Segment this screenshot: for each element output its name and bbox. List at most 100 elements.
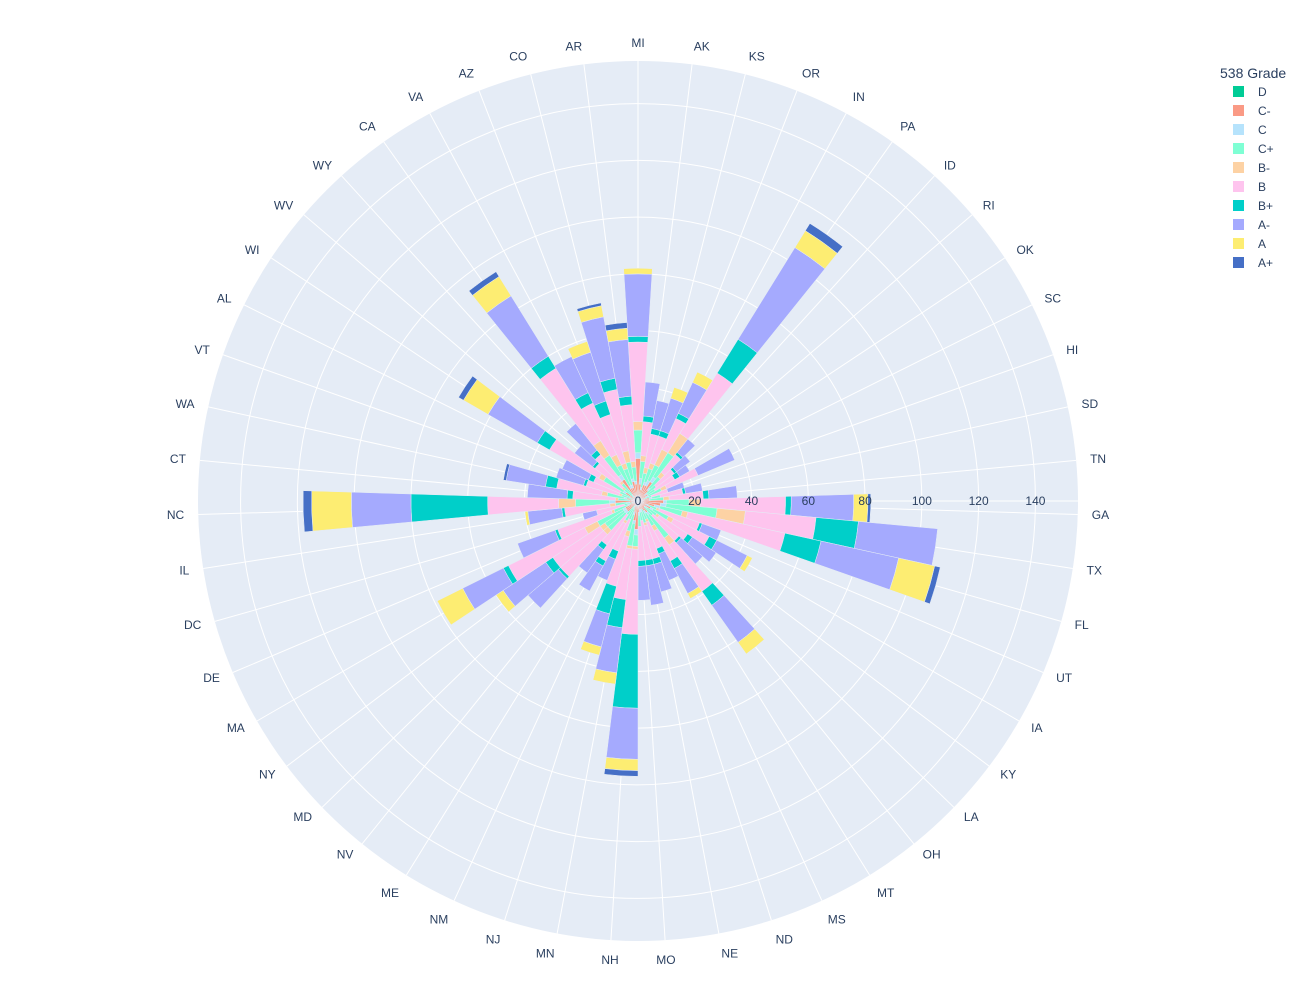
state-label: ID bbox=[944, 158, 956, 172]
state-label: AK bbox=[694, 39, 710, 53]
state-label: VA bbox=[408, 90, 423, 104]
state-label: WV bbox=[274, 199, 293, 213]
legend-swatch bbox=[1233, 257, 1244, 268]
state-label: TX bbox=[1087, 564, 1102, 578]
legend-label: A bbox=[1258, 237, 1266, 251]
state-label: MO bbox=[656, 953, 675, 967]
bar-segment bbox=[687, 536, 717, 563]
angular-gridline bbox=[637, 214, 973, 502]
state-label: NY bbox=[259, 768, 276, 782]
radial-tick-label: 100 bbox=[912, 494, 932, 508]
legend-swatch bbox=[1233, 105, 1244, 116]
bar-segment bbox=[637, 559, 647, 567]
state-label: NE bbox=[721, 946, 738, 960]
bar-segment bbox=[662, 495, 670, 501]
bar-segment bbox=[351, 491, 413, 528]
state-label: OK bbox=[1016, 243, 1033, 257]
state-label: TN bbox=[1090, 452, 1106, 466]
radial-tick-label: 80 bbox=[858, 494, 872, 508]
state-label: KS bbox=[749, 50, 765, 64]
legend-swatch bbox=[1233, 200, 1244, 211]
state-label: RI bbox=[983, 199, 995, 213]
bar-segment bbox=[609, 499, 616, 504]
bar-segment bbox=[676, 438, 696, 458]
state-label: AR bbox=[566, 39, 583, 53]
legend-swatch bbox=[1233, 181, 1244, 192]
bar-segment bbox=[576, 302, 602, 312]
bar-segment bbox=[702, 489, 710, 500]
radial-tick-label: 60 bbox=[802, 494, 816, 508]
bar-segment bbox=[468, 271, 500, 296]
bar-segment bbox=[687, 586, 703, 599]
bar-segment bbox=[627, 336, 649, 343]
state-label: IA bbox=[1031, 721, 1042, 735]
state-label: KY bbox=[1000, 768, 1016, 782]
state-label: NJ bbox=[486, 933, 501, 947]
state-label: CO bbox=[509, 50, 527, 64]
state-label: ME bbox=[381, 886, 399, 900]
state-label: VT bbox=[194, 343, 210, 357]
bar-segment bbox=[618, 395, 633, 407]
state-label: DC bbox=[184, 618, 202, 632]
state-label: LA bbox=[964, 810, 979, 824]
legend-label: A+ bbox=[1258, 256, 1273, 270]
bar-segment bbox=[555, 467, 587, 486]
legend-swatch bbox=[1233, 86, 1244, 97]
bar-segment bbox=[578, 560, 604, 592]
state-label: ND bbox=[776, 933, 794, 947]
state-label: NM bbox=[430, 912, 449, 926]
bar-segment bbox=[558, 498, 577, 509]
angular-gridline bbox=[637, 257, 1006, 502]
state-label: NV bbox=[337, 848, 354, 862]
state-label: MN bbox=[536, 946, 555, 960]
legend-swatch bbox=[1233, 124, 1244, 135]
bar-segment bbox=[458, 375, 478, 401]
bar-segment bbox=[623, 273, 653, 337]
legend-title: 538 Grade bbox=[1220, 65, 1286, 81]
state-axis-labels: MI AK KS OR IN PA ID RI OK SC HI SD TN GA TX FL UT IA KY LA… bbox=[167, 36, 1109, 967]
bar-segment bbox=[805, 223, 844, 254]
legend-label: B+ bbox=[1258, 199, 1273, 213]
bar-segment bbox=[642, 381, 661, 418]
state-label: PA bbox=[900, 119, 915, 133]
state-label: DE bbox=[203, 671, 220, 685]
state-label: SD bbox=[1081, 397, 1098, 411]
radial-tick-label: 40 bbox=[745, 494, 759, 508]
state-label: MA bbox=[227, 721, 245, 735]
state-label: SC bbox=[1044, 292, 1061, 306]
state-label: UT bbox=[1056, 671, 1073, 685]
state-label: MS bbox=[828, 912, 846, 926]
angular-gridline bbox=[214, 500, 639, 622]
bar-segment bbox=[592, 668, 617, 685]
state-label: HI bbox=[1066, 343, 1078, 357]
bar-segment bbox=[637, 511, 641, 516]
state-label: GA bbox=[1092, 508, 1109, 522]
legend-label: C+ bbox=[1258, 142, 1274, 156]
radial-tick-label: 120 bbox=[969, 494, 989, 508]
state-label: IN bbox=[853, 90, 865, 104]
state-label: MI bbox=[631, 36, 644, 50]
legend-label: A- bbox=[1258, 218, 1270, 232]
state-label: AZ bbox=[459, 67, 474, 81]
legend-label: D bbox=[1258, 85, 1267, 99]
bar-segment bbox=[436, 587, 476, 626]
state-label: FL bbox=[1075, 618, 1089, 632]
angular-gridline bbox=[637, 406, 1068, 502]
legend-swatch bbox=[1233, 143, 1244, 154]
bar-segment bbox=[604, 757, 639, 771]
bar-segment bbox=[503, 463, 510, 481]
state-label: MT bbox=[877, 886, 895, 900]
legend-label: C bbox=[1258, 123, 1267, 137]
bar-segment bbox=[634, 452, 642, 459]
bar-segment bbox=[784, 496, 792, 516]
legend-items: D C- C C+ B- B B+ A- A A+ bbox=[1233, 85, 1274, 270]
state-label: CA bbox=[359, 119, 376, 133]
bar-segment bbox=[645, 564, 664, 606]
state-label: CT bbox=[170, 452, 187, 466]
state-label: WI bbox=[245, 243, 260, 257]
bar-segment bbox=[694, 448, 736, 476]
bar-segment bbox=[311, 490, 353, 532]
bar-segment bbox=[630, 461, 637, 468]
state-label: WY bbox=[313, 158, 332, 172]
